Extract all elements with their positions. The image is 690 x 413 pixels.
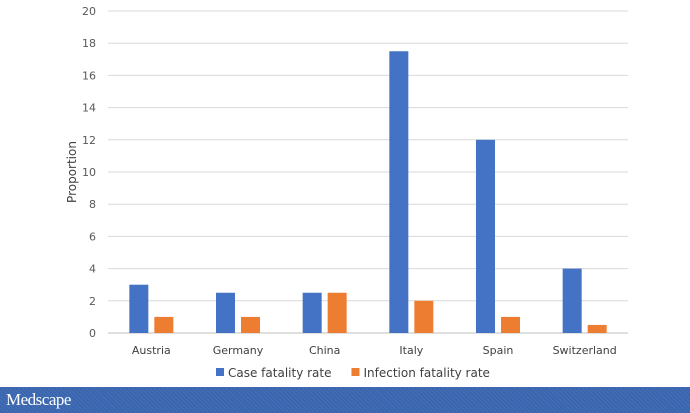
y-tick-label: 0 [89, 327, 96, 340]
bar-case-switzerland [562, 268, 582, 333]
bar-case-spain [476, 139, 495, 333]
legend-swatch [216, 368, 224, 376]
y-tick-label: 16 [82, 69, 96, 82]
brand-logo: Medscape [6, 390, 71, 409]
bar-infection-italy [414, 300, 434, 333]
bar-case-austria [129, 284, 149, 333]
y-axis-label: Proportion [65, 141, 79, 203]
bar-infection-austria [154, 316, 174, 333]
bar-infection-germany [241, 316, 260, 333]
y-tick-label: 8 [89, 198, 96, 211]
x-tick-label: Spain [483, 344, 514, 357]
bar-case-germany [216, 292, 235, 333]
bar-infection-china [327, 292, 347, 333]
x-tick-label: Italy [399, 344, 423, 357]
y-tick-label: 10 [82, 166, 96, 179]
bar-case-italy [389, 51, 409, 333]
legend: Case fatality rate Infection fatality rat… [216, 366, 490, 380]
y-tick-label: 14 [82, 102, 96, 115]
bar-case-china [302, 292, 322, 333]
y-tick-label: 6 [89, 230, 96, 243]
y-tick-label: 2 [89, 295, 96, 308]
x-axis-labels: Austria Germany China Italy Spain Switzerland [132, 344, 617, 357]
y-tick-label: 18 [82, 37, 96, 50]
brand-banner: Medscape [0, 387, 690, 413]
x-tick-label: Germany [213, 344, 264, 357]
y-tick-label: 4 [89, 263, 96, 276]
x-tick-label: China [309, 344, 340, 357]
legend-label: Infection fatality rate [363, 366, 489, 380]
y-tick-label: 12 [82, 134, 96, 147]
legend-swatch [351, 368, 360, 376]
legend-label: Case fatality rate [228, 366, 331, 380]
bars [129, 51, 607, 333]
y-axis-ticks: 0 2 4 6 8 10 12 14 16 18 20 [82, 5, 96, 340]
gridlines [108, 10, 628, 334]
x-tick-label: Austria [132, 344, 171, 357]
bar-chart: 0 2 4 6 8 10 12 14 16 18 20 Austria Germany China Ita… [65, 5, 628, 380]
bar-infection-spain [501, 316, 520, 333]
bar-infection-switzerland [587, 324, 607, 333]
y-tick-label: 20 [82, 5, 96, 18]
x-tick-label: Switzerland [553, 344, 617, 357]
